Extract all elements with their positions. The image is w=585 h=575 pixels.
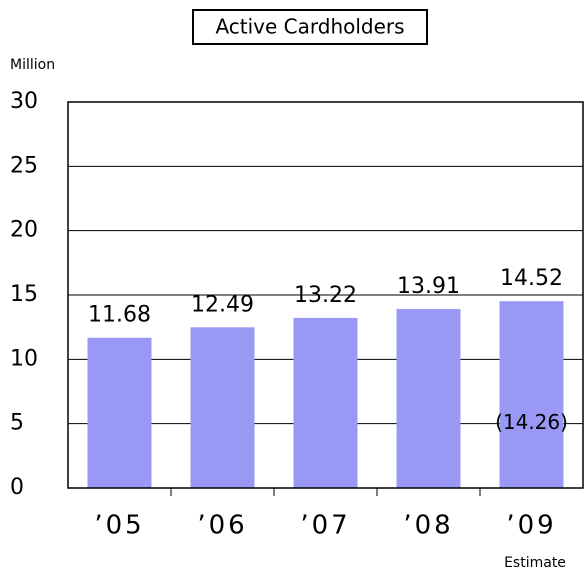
x-tick-label: ’09 (506, 511, 556, 541)
data-label: 13.22 (294, 283, 357, 308)
y-axis-label: Million (10, 57, 55, 73)
x-tick-label: ’07 (300, 511, 350, 541)
y-tick-label: 10 (10, 346, 38, 371)
plot-border (67, 101, 584, 489)
data-label: 12.49 (191, 292, 254, 317)
data-label: 11.68 (88, 303, 151, 328)
y-tick-label: 15 (10, 282, 38, 307)
chart-title: Active Cardholders (215, 15, 404, 39)
data-label: 14.52 (500, 266, 563, 291)
x-tick-label: ’05 (94, 511, 144, 541)
data-label: 13.91 (397, 274, 460, 299)
y-tick-label: 20 (10, 218, 38, 243)
title-box (192, 9, 428, 45)
bar (499, 301, 564, 488)
bar (293, 317, 358, 488)
note: Estimate (504, 555, 566, 571)
annotation: (14.26) (495, 410, 568, 434)
bar (190, 327, 255, 488)
y-tick-label: 0 (10, 475, 24, 500)
y-tick-label: 30 (10, 89, 38, 114)
x-tick-label: ’06 (197, 511, 247, 541)
bar (396, 309, 461, 488)
bar (87, 337, 152, 488)
y-tick-label: 5 (10, 411, 24, 436)
y-tick-label: 25 (10, 153, 38, 178)
x-tick-label: ’08 (403, 511, 453, 541)
